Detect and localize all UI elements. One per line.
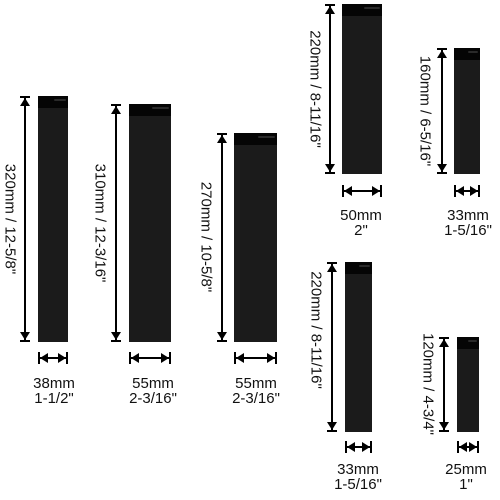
guard-lip: [345, 262, 372, 274]
guard-lip: [129, 104, 171, 116]
width-mm: 55mm: [235, 375, 277, 392]
width-dimension-line: [345, 441, 372, 453]
width-dimension-line: [129, 352, 171, 364]
length-dimension-line: [111, 104, 121, 342]
length-label: 320mm / 12-5/8": [1, 163, 19, 275]
width-dimension-line: [457, 441, 479, 453]
length-label: 120mm / 4-3/4": [419, 332, 437, 436]
width-in: 1-5/16": [444, 222, 492, 239]
width-in: 1": [459, 476, 473, 493]
width-dimension-line: [342, 185, 382, 197]
length-dimension-line: [327, 262, 337, 432]
width-in: 2-3/16": [232, 390, 280, 407]
width-mm: 33mm: [337, 461, 379, 478]
width-mm: 50mm: [340, 207, 382, 224]
knife-guard-shape: [345, 262, 372, 432]
length-label: 270mm / 10-5/8": [197, 181, 215, 293]
width-in: 2": [354, 222, 368, 239]
width-in: 1-1/2": [34, 390, 74, 407]
width-label: 33mm 1-5/16": [334, 462, 382, 492]
length-label: 160mm / 6-5/16": [416, 55, 434, 167]
width-label: 38mm 1-1/2": [33, 376, 75, 406]
width-label: 55mm 2-3/16": [232, 376, 280, 406]
length-dimension-line: [217, 133, 227, 342]
width-label: 55mm 2-3/16": [129, 376, 177, 406]
knife-guard-shape: [129, 104, 171, 342]
width-label: 50mm 2": [340, 208, 382, 238]
width-in: 2-3/16": [129, 390, 177, 407]
length-dimension-line: [439, 337, 449, 432]
width-dimension-line: [234, 352, 277, 364]
guard-lip: [38, 96, 68, 108]
length-dimension-line: [20, 96, 30, 342]
length-dimension-line: [325, 4, 335, 174]
length-label: 220mm / 8-11/16": [307, 271, 325, 389]
length-label: 310mm / 12-3/16": [91, 163, 109, 283]
knife-guard-shape: [454, 48, 480, 174]
width-mm: 55mm: [132, 375, 174, 392]
width-label: 33mm 1-5/16": [444, 208, 492, 238]
guard-lip: [342, 4, 382, 16]
length-dimension-line: [437, 48, 447, 174]
knife-guard-shape: [342, 4, 382, 174]
length-label: 220mm / 8-11/16": [306, 30, 324, 148]
width-mm: 33mm: [447, 207, 489, 224]
knife-guard-shape: [38, 96, 68, 342]
knife-guard-shape: [457, 337, 479, 432]
width-label: 25mm 1": [445, 462, 487, 492]
width-mm: 25mm: [445, 461, 487, 478]
guard-lip: [454, 48, 480, 60]
width-dimension-line: [454, 185, 480, 197]
knife-guard-shape: [234, 133, 277, 342]
guard-lip: [234, 133, 277, 145]
width-mm: 38mm: [33, 375, 75, 392]
width-in: 1-5/16": [334, 476, 382, 493]
guard-lip: [457, 337, 479, 349]
width-dimension-line: [38, 352, 68, 364]
